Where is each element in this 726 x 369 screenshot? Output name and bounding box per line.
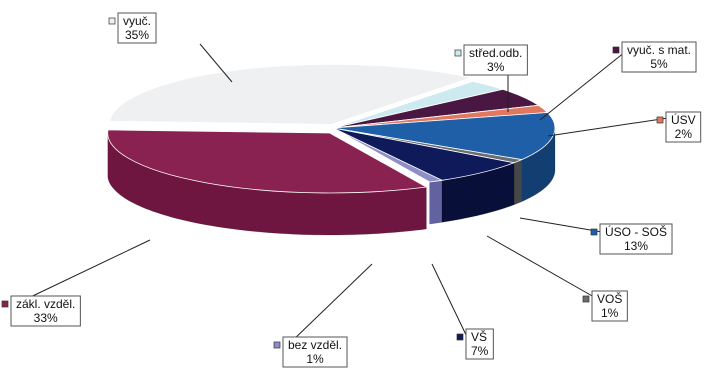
slice-label-name: ÚSO - SOŠ — [605, 224, 667, 239]
slice-label-name: zákl. vzděl. — [16, 297, 75, 311]
leader-line-uso-sos — [519, 217, 603, 233]
slice-label-percent: 7% — [471, 344, 489, 358]
leader-line-vs — [431, 263, 469, 340]
slice-label-percent: 3% — [487, 60, 505, 74]
slice-label-percent: 1% — [601, 306, 619, 320]
label-box — [621, 41, 697, 73]
label-color-key — [612, 46, 620, 54]
slice-label-percent: 1% — [306, 352, 324, 366]
slice-label-percent: 33% — [34, 311, 58, 325]
slice-label-zakl-vzdel: zákl. vzděl.33% — [1, 295, 81, 327]
pie-top-faces — [107, 63, 556, 194]
label-box — [665, 111, 702, 143]
label-color-key — [456, 333, 464, 341]
leader-line-bez-vzdel — [289, 263, 373, 344]
slice-label-vyuc-s-mat: vyuč. s mat.5% — [612, 41, 697, 73]
slice-label-bez-vzdel: bez vzděl.1% — [273, 336, 348, 368]
label-color-key — [108, 17, 116, 25]
slice-label-vs: VŠ7% — [456, 328, 494, 360]
slice-label-stred-odb: střed.odb.3% — [454, 44, 528, 76]
label-box — [465, 328, 494, 360]
slice-vyuc — [109, 63, 473, 125]
leader-line-vyuc-s-mat — [539, 47, 631, 121]
label-color-key — [1, 300, 9, 308]
slice-label-percent: 13% — [624, 239, 648, 253]
leader-line-vos — [486, 235, 595, 298]
slice-wall-bez-vzdel — [429, 180, 443, 225]
label-leaders — [19, 43, 669, 344]
slice-label-percent: 5% — [650, 57, 668, 71]
label-box — [117, 12, 157, 44]
leader-line-usv — [547, 117, 669, 137]
slice-label-name: vyuč. — [123, 14, 151, 28]
leader-line-zakl-vzdel — [19, 239, 151, 303]
label-box — [599, 223, 673, 255]
slice-labels: vyuč.35%střed.odb.3%vyuč. s mat.5%ÚSV2%Ú… — [1, 12, 702, 368]
slice-uso-sos — [332, 112, 556, 161]
label-color-key — [454, 49, 462, 57]
slice-label-name: bez vzděl. — [288, 338, 342, 352]
slice-label-name: střed.odb. — [469, 46, 522, 60]
slice-zakl-vzdel — [107, 129, 428, 194]
label-box — [463, 44, 528, 76]
label-color-key — [273, 341, 281, 349]
slice-label-name: VOŠ — [597, 291, 622, 306]
slice-label-name: VŠ — [471, 329, 487, 344]
slice-wall-vos — [513, 158, 522, 206]
slice-label-percent: 35% — [125, 28, 149, 42]
slice-label-name: ÚSV — [671, 112, 696, 127]
slice-label-vyuc: vyuč.35% — [108, 12, 157, 44]
leader-line-vyuc — [199, 43, 233, 83]
label-box — [282, 336, 348, 368]
slice-bez-vzdel — [332, 127, 444, 183]
slice-label-percent: 2% — [675, 127, 693, 141]
label-box — [591, 290, 628, 322]
label-color-key — [582, 295, 590, 303]
label-color-key — [590, 228, 598, 236]
slice-label-name: vyuč. s mat. — [627, 43, 691, 57]
label-color-key — [656, 116, 664, 124]
label-box — [10, 295, 81, 327]
